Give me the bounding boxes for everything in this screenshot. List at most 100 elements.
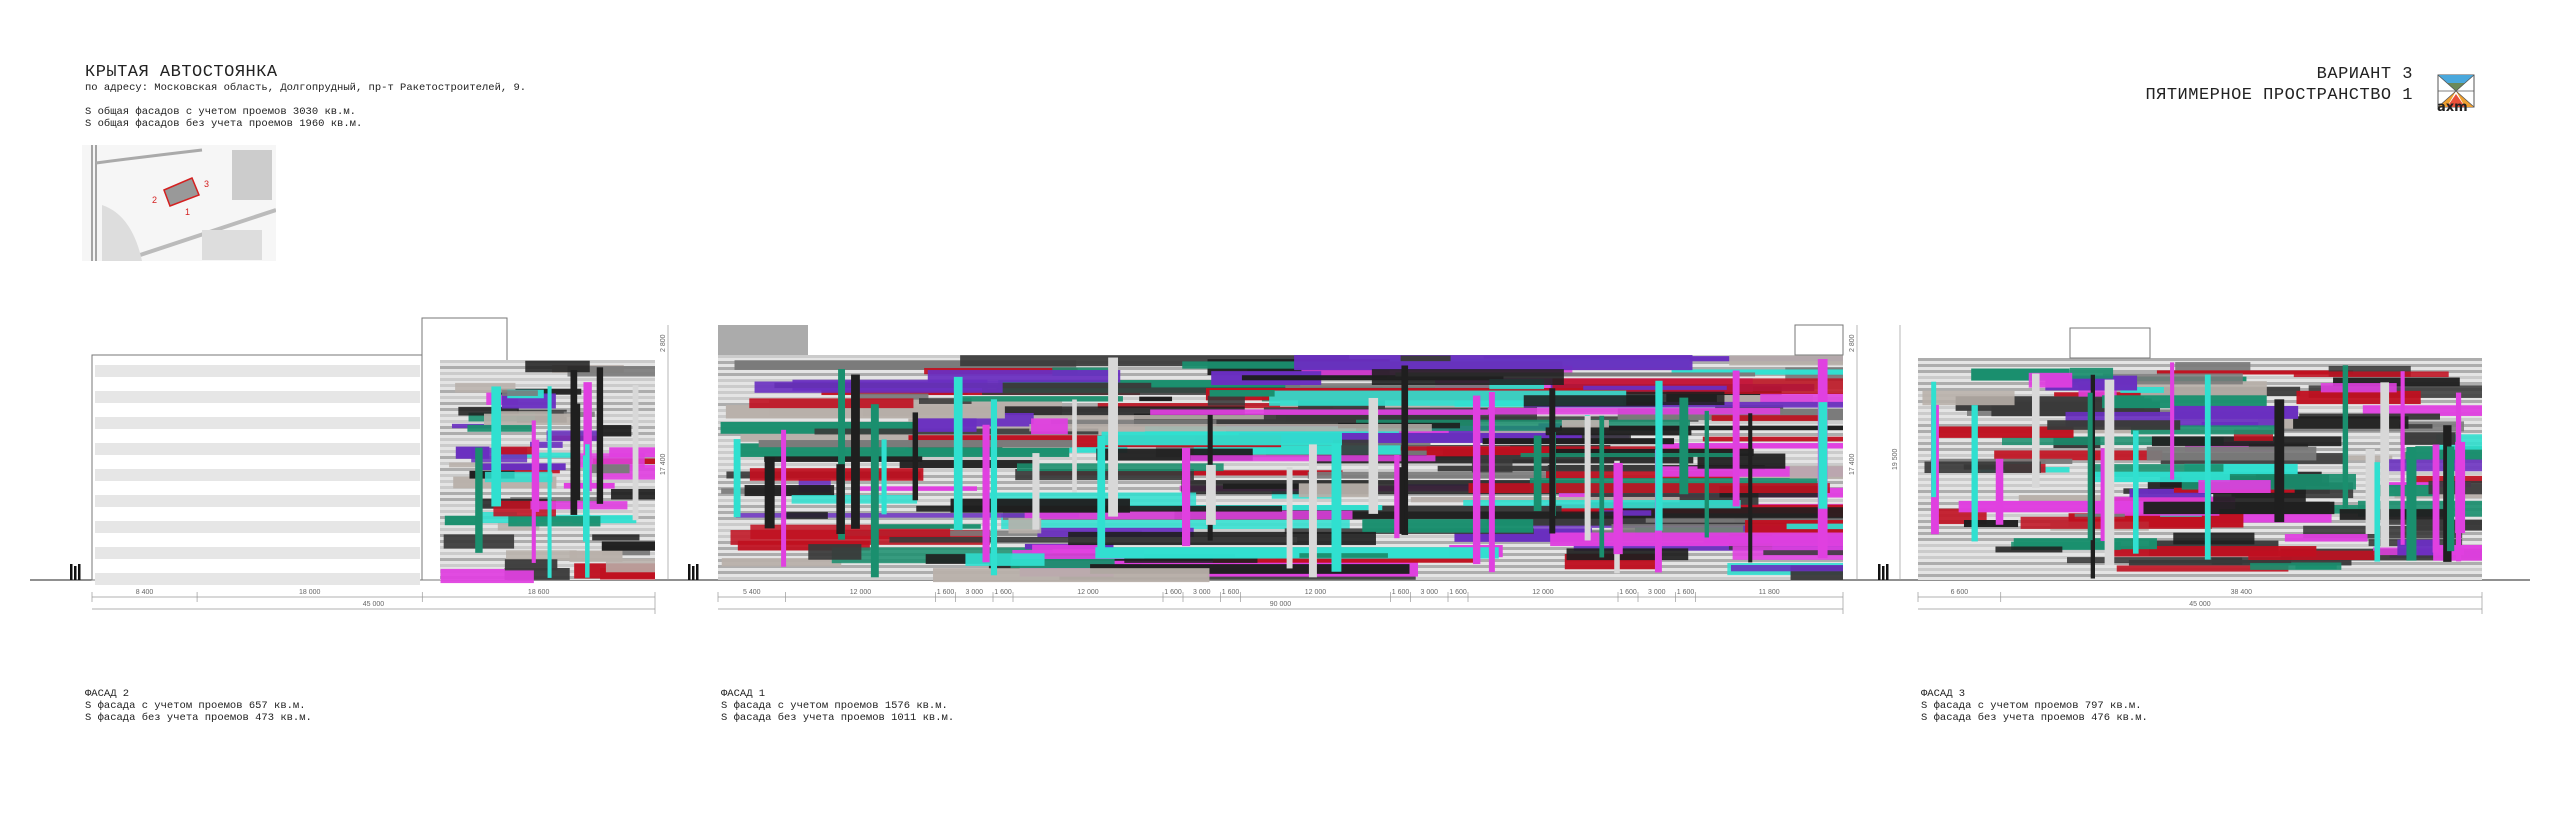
dimension-label: 1 600 — [1164, 589, 1182, 596]
facade-1-area-without: S фасада без учета проемов 1011 кв.м. — [721, 712, 955, 724]
color-panel — [1097, 403, 1334, 409]
color-panel — [1095, 547, 1499, 559]
vertical-fin — [912, 412, 919, 501]
color-panel — [1786, 523, 1843, 530]
dimension-label: 12 000 — [849, 589, 872, 596]
color-panel — [749, 398, 914, 409]
vertical-fin — [953, 376, 963, 531]
color-panel — [720, 421, 916, 434]
vertical-fin — [838, 369, 846, 540]
vertical-fin — [1368, 397, 1379, 514]
color-panel — [449, 462, 501, 468]
project-address: по адресу: Московская область, Долгопруд… — [85, 82, 527, 94]
color-panel — [913, 415, 1277, 420]
color-panel — [2074, 513, 2125, 519]
person-figure — [1882, 566, 1885, 580]
vertical-fin — [1655, 380, 1663, 531]
color-panel — [1645, 516, 1843, 523]
color-panel — [508, 516, 601, 527]
floor-band — [718, 499, 1843, 502]
color-panel — [1139, 396, 1173, 402]
color-panel — [1550, 532, 1843, 547]
vertical-fin — [2342, 365, 2349, 509]
color-panel — [1285, 383, 1544, 392]
color-panel — [458, 406, 519, 416]
vertical-fin — [547, 386, 552, 578]
color-panel — [2381, 459, 2482, 472]
color-panel — [569, 550, 623, 562]
color-panel — [510, 497, 598, 503]
color-panel — [599, 425, 632, 437]
variant-name: ПЯТИМЕРНОЕ ПРОСТРАНСТВО 1 — [2145, 86, 2413, 105]
color-panel — [2320, 383, 2397, 393]
floor-slab — [95, 365, 420, 377]
dimension-label: 3 000 — [1647, 589, 1666, 596]
color-panel — [500, 411, 549, 416]
facade-1-elevation — [718, 324, 1844, 583]
project-title: КРЫТАЯ АВТОСТОЯНКА — [85, 63, 278, 82]
color-panel — [982, 387, 1383, 395]
vertical-fin — [1032, 453, 1040, 530]
vertical-fin — [982, 424, 990, 563]
color-panel — [2091, 471, 2230, 483]
dimension-label: 5 400 — [742, 589, 761, 596]
color-panel — [1207, 395, 1245, 406]
facade-2-area-without: S фасада без учета проемов 473 кв.м. — [85, 712, 312, 724]
vertical-fin — [2406, 446, 2417, 561]
vertical-fin — [870, 404, 879, 578]
map-label-3: 3 — [204, 179, 209, 189]
color-panel — [2296, 390, 2421, 405]
color-panel — [506, 550, 577, 561]
dimension-label: 8 400 — [135, 589, 154, 596]
vertical-fin — [2455, 441, 2466, 534]
vertical-fin — [632, 385, 639, 521]
vertical-fin — [1549, 388, 1556, 534]
color-panel — [601, 541, 655, 551]
facade-3-area-without: S фасада без учета проемов 476 кв.м. — [1921, 712, 2148, 724]
dimension-label: 12 000 — [1304, 589, 1327, 596]
color-panel — [1299, 553, 1388, 558]
color-panel — [1523, 395, 1658, 407]
person-figure — [78, 564, 81, 580]
vertical-fin — [836, 464, 845, 534]
dimension-label: 38 400 — [2230, 589, 2253, 596]
facade-drawings — [30, 317, 2530, 614]
color-panel — [480, 463, 566, 471]
color-panel — [1371, 369, 1564, 385]
color-panel — [2173, 532, 2255, 545]
vertical-fin — [2447, 446, 2455, 552]
total-dimension-label: 45 000 — [362, 601, 385, 608]
color-panel — [1583, 385, 1727, 390]
color-panel — [525, 360, 590, 373]
facade-3-title: ФАСАД 3 — [1921, 688, 1966, 700]
color-panel — [1922, 390, 2015, 406]
color-panel — [2143, 501, 2335, 515]
person-figure — [1886, 564, 1889, 580]
vertical-fin — [1072, 399, 1077, 493]
color-panel — [2293, 371, 2449, 378]
color-panel — [1760, 392, 1843, 403]
color-panel — [1379, 446, 1754, 451]
facade-3-caption: ФАСАД 3 S фасада с учетом проемов 797 кв… — [1921, 688, 2148, 724]
floor-band — [440, 384, 655, 387]
color-panel — [2213, 493, 2306, 502]
color-panel — [1958, 500, 2161, 513]
vertical-fin — [2100, 448, 2107, 542]
color-panel — [2250, 562, 2342, 570]
dimension-label: 1 600 — [1391, 589, 1410, 596]
dimension-label: 1 600 — [936, 589, 955, 596]
floor-band — [1918, 574, 2482, 577]
color-panel — [2333, 377, 2460, 387]
color-panel — [852, 393, 929, 403]
color-panel — [2175, 362, 2251, 372]
vertical-fin — [1732, 370, 1740, 507]
color-panel — [567, 366, 655, 377]
color-panel — [1356, 419, 1690, 431]
color-panel — [1124, 556, 1258, 563]
vertical-fin — [1206, 464, 1216, 525]
facade-2-title: ФАСАД 2 — [85, 688, 130, 700]
color-panel — [600, 567, 655, 580]
floor-slab — [95, 417, 420, 429]
dimension-label: 1 600 — [1676, 589, 1695, 596]
dimension-label: 1 600 — [1449, 589, 1467, 596]
